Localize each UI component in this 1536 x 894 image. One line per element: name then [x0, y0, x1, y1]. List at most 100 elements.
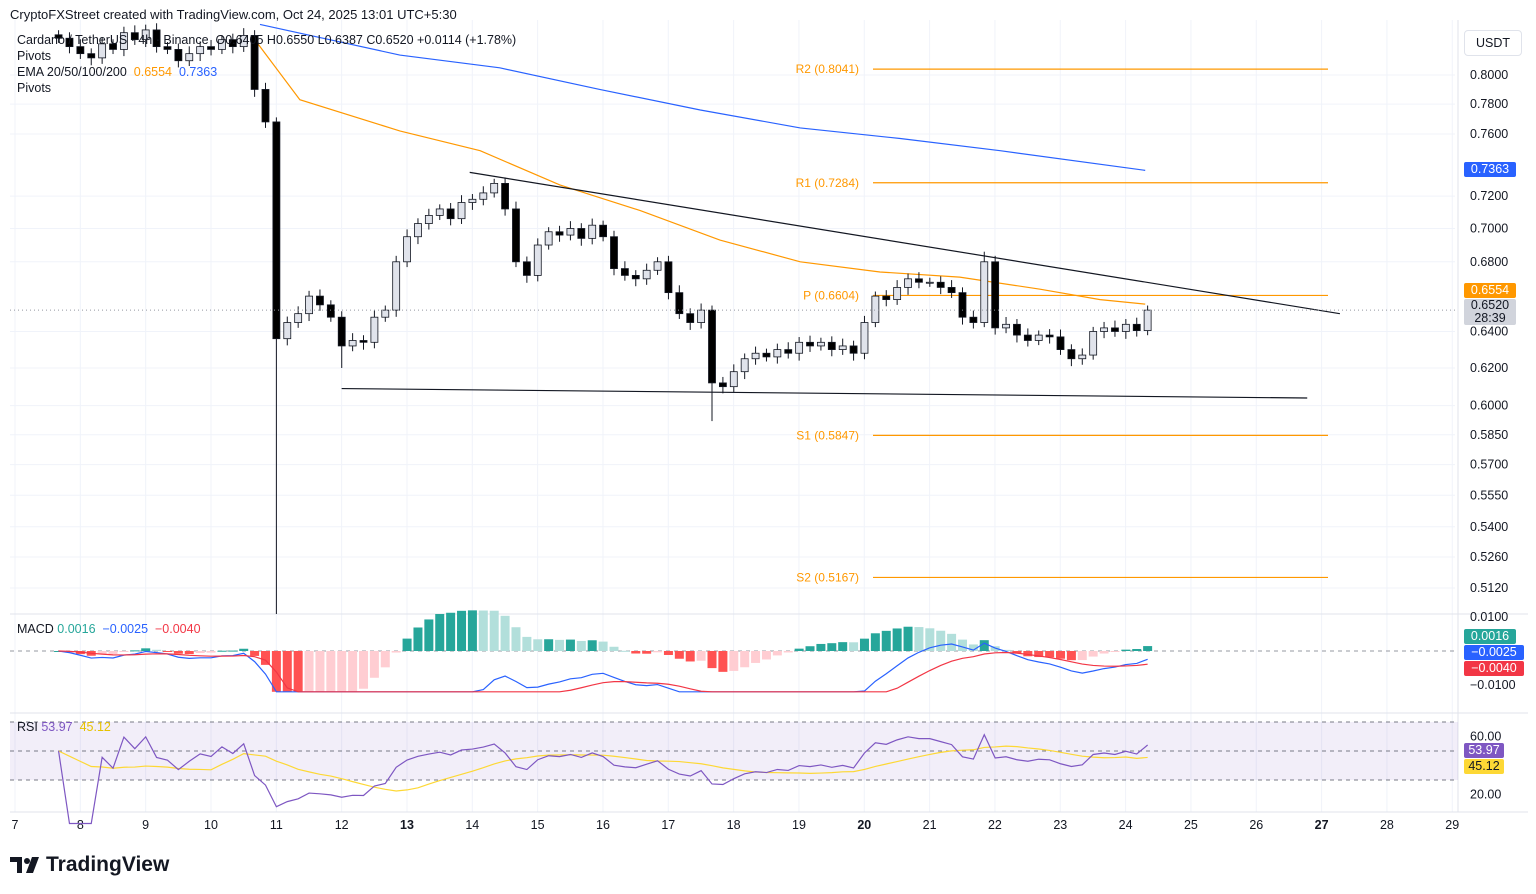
candle-body [305, 295, 313, 315]
rsi-line [57, 733, 1149, 825]
macd-histogram-bar [587, 640, 597, 651]
candle [316, 289, 324, 311]
price-axis-label: 0.7600 [1470, 127, 1508, 141]
candle [435, 204, 444, 221]
candle [1121, 319, 1130, 339]
candle-body [708, 309, 716, 384]
candle-body [1089, 331, 1098, 356]
time-axis-label: 11 [270, 818, 283, 832]
macd-histogram-bar [380, 651, 390, 668]
macd-histogram-bar [979, 640, 989, 651]
candle [697, 303, 706, 329]
candle-body [490, 183, 499, 194]
macd-histogram-bar [184, 651, 194, 655]
candle [490, 178, 499, 198]
ema-legend[interactable]: EMA 20/50/100/200 0.6554 0.7363 [17, 65, 217, 79]
macd-histogram-bar [141, 648, 151, 651]
candle-body [141, 29, 150, 41]
time-axis-label: 8 [77, 818, 84, 832]
candle-body [675, 292, 684, 315]
candle-body [261, 89, 270, 123]
macd-signal-tag: −0.0040 [1464, 661, 1524, 676]
time-axis-label: 12 [335, 818, 349, 832]
candle-body [359, 340, 368, 343]
pivots-legend-2[interactable]: Pivots [17, 81, 52, 95]
candle-body [740, 358, 749, 373]
macd-legend[interactable]: MACD 0.0016 −0.0025 −0.0040 [17, 622, 201, 636]
candle [566, 221, 575, 241]
macd-value: −0.0025 [102, 622, 149, 636]
macd-label: MACD [17, 622, 54, 636]
candle-body [316, 295, 324, 306]
candle [1100, 321, 1108, 339]
time-axis-label: 22 [988, 818, 1002, 832]
candle [642, 263, 651, 285]
candle [305, 290, 313, 322]
candle [272, 117, 281, 614]
macd-histogram-bar [217, 650, 227, 652]
macd-histogram-bar [674, 651, 684, 659]
candle-body [294, 313, 303, 323]
tradingview-logo[interactable]: TradingView [10, 853, 169, 877]
candle-body [479, 192, 488, 200]
macd-histogram-bar [794, 648, 804, 651]
macd-histogram-bar [892, 628, 902, 651]
macd-histogram-bar [881, 630, 891, 651]
rsi-value: 53.97 [41, 720, 73, 734]
pivots-legend[interactable]: Pivots [17, 49, 52, 63]
macd-histogram-bar [533, 639, 543, 651]
candle-body [163, 46, 172, 50]
candle-body [435, 208, 444, 216]
candle-body [838, 345, 847, 350]
candle-body [991, 261, 1000, 329]
candle [403, 229, 411, 268]
candle-body [522, 261, 531, 276]
candle-body [751, 352, 760, 360]
candle [294, 306, 303, 328]
candle [522, 256, 531, 283]
candle [152, 23, 161, 53]
candle-body [577, 228, 586, 239]
candle [936, 276, 945, 295]
candle-body [228, 39, 237, 48]
candle [817, 337, 825, 351]
candle [882, 290, 891, 307]
price-axis-label: 0.8000 [1470, 68, 1508, 82]
macd-histogram-bar [663, 651, 673, 655]
candle [501, 177, 509, 216]
macd-signal-line [58, 650, 1148, 693]
macd-histogram-bar [1012, 651, 1022, 654]
ema50-price-tag: 0.6554 [1464, 283, 1516, 298]
candle [54, 30, 63, 43]
candle [588, 218, 597, 245]
currency-button[interactable]: USDT [1464, 30, 1522, 56]
rsi-ma-value: 45.12 [79, 720, 111, 734]
macd-histogram-bar [457, 610, 467, 651]
candle-body [849, 345, 858, 354]
candle [620, 261, 629, 281]
macd-histogram-bar [1110, 651, 1120, 652]
macd-histogram-bar [228, 650, 238, 652]
last-price-tag: 0.6520 28:39 [1464, 299, 1516, 325]
candle [1013, 319, 1021, 343]
candle-body [566, 228, 575, 236]
ema200-price-tag: 0.7363 [1464, 162, 1516, 177]
macd-histogram-bar [1077, 651, 1087, 661]
macd-axis-label: 0.0100 [1470, 610, 1508, 624]
macd-histogram-bar [130, 650, 140, 652]
macd-histogram-bar [761, 651, 771, 660]
time-axis-label: 18 [727, 818, 741, 832]
candle [337, 311, 346, 368]
time-axis-label: 16 [596, 818, 610, 832]
candle [348, 333, 357, 352]
candle [784, 342, 793, 359]
macd-histogram-bar [598, 641, 608, 651]
candle [468, 194, 477, 210]
candle [958, 287, 967, 325]
macd-histogram-bar [816, 643, 826, 651]
candle [708, 305, 716, 422]
candle-body [1100, 327, 1108, 332]
rsi-legend[interactable]: RSI 53.97 45.12 [17, 720, 111, 734]
candle [915, 272, 923, 289]
